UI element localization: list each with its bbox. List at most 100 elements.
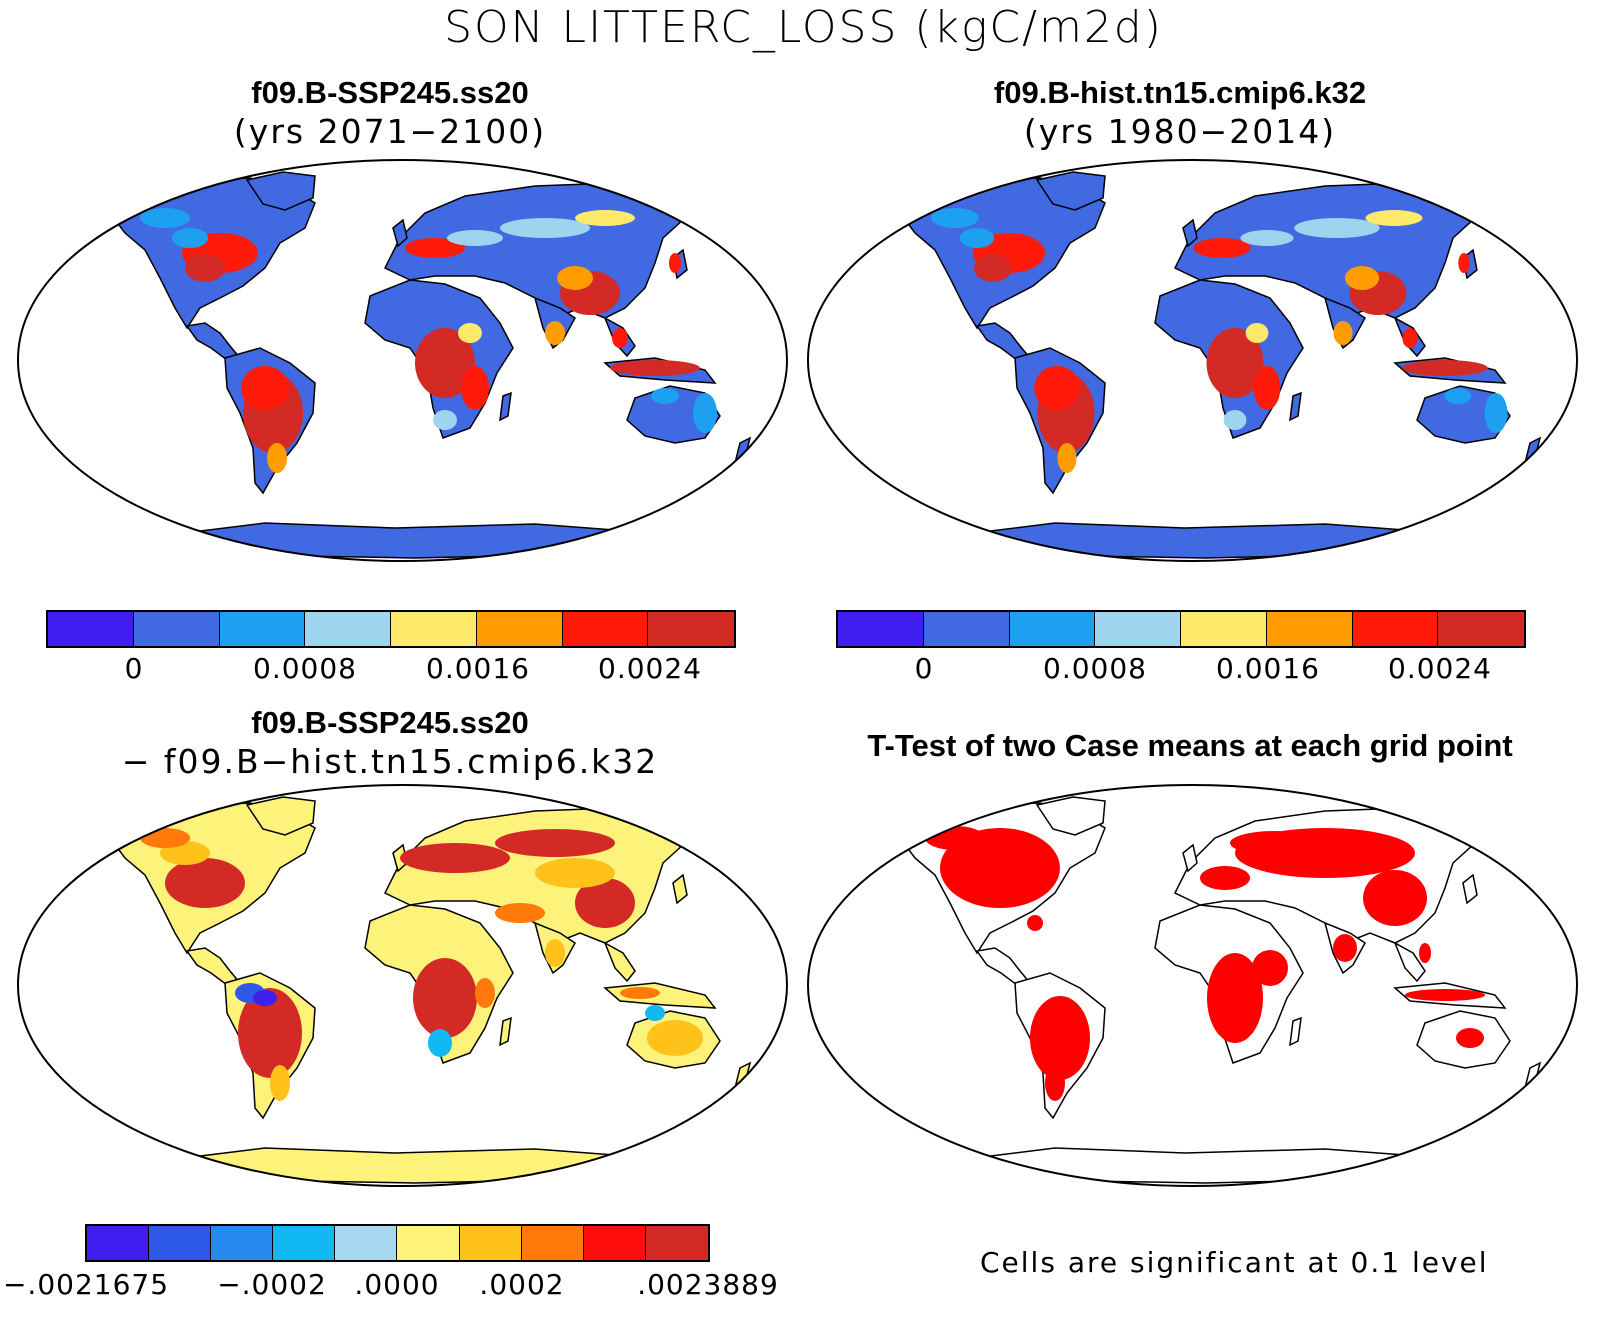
map-border [16,783,789,1188]
field-patch [447,230,503,246]
field-patch [1200,866,1250,890]
colorbar-difference-swatch [211,1226,274,1260]
colorbar-historical-label: 0 [914,652,934,685]
colorbar-future-swatch [648,612,734,646]
field-patch [1030,996,1090,1080]
colorbar-difference-label: .0002 [479,1268,565,1301]
colorbar-historical-label: 0.0016 [1216,652,1320,685]
colorbar-difference-swatch [459,1226,522,1260]
field-patch [1245,323,1269,343]
field-patch [612,328,628,348]
map-ttest [806,783,1579,1188]
land-uk [1182,218,1198,248]
field-patch [458,323,482,343]
colorbar-difference-swatch [645,1226,708,1260]
colorbar-historical-swatch [1438,612,1524,646]
field-patch [253,990,277,1006]
land-madagascar [1289,391,1302,422]
land-uk [392,218,408,248]
field-patch [1363,870,1427,926]
significance-note: Cells are significant at 0.1 level [980,1246,1489,1279]
colorbar-difference-label: .0023889 [637,1268,779,1301]
field-patch [1402,328,1418,348]
field-patch [415,328,475,398]
field-patch [1484,393,1508,433]
field-patch [1253,366,1281,410]
field-patch [185,254,225,282]
colorbar-historical-swatch [1009,612,1096,646]
field-patch [140,828,190,848]
colorbar-difference-label: .0000 [354,1268,440,1301]
panel-title-historical: f09.B-hist.tn15.cmip6.k32 [993,75,1367,110]
colorbar-historical-swatch [1266,612,1353,646]
colorbar-historical-swatch [923,612,1010,646]
colorbar-difference-swatch [521,1226,584,1260]
land-greenland [245,796,316,836]
field-patch [433,410,457,430]
colorbar-future-label: 0.0008 [253,652,357,685]
field-patch [165,858,245,908]
field-patch [557,266,593,290]
colorbar-historical-label: 0.0008 [1043,652,1147,685]
land-madagascar [499,1016,512,1047]
field-patch [405,238,465,258]
field-patch [1333,934,1357,962]
colorbar-future-swatch [305,612,391,646]
field-patch [545,939,565,967]
colorbar-historical-swatch [1181,612,1267,646]
field-patch [270,1065,290,1101]
field-patch [1034,366,1080,410]
field-patch [645,1005,665,1021]
field-patch [545,321,565,345]
field-patch [1223,410,1247,430]
colorbar-future-swatch [391,612,477,646]
field-patch [1252,950,1288,986]
colorbar-future-swatch [562,612,649,646]
field-patch [693,393,717,433]
field-patch [1402,360,1488,376]
panel-subtitle-historical: (yrs 1980−2014) [1023,112,1337,151]
field-patch [535,858,615,888]
land-seasia [1393,941,1426,983]
field-patch [669,253,681,273]
field-patch [1230,831,1320,855]
land-seasia [603,941,636,983]
panel-subtitle-difference: − f09.B−hist.tn15.cmip6.k32 [121,742,659,781]
colorbar-future-label: 0 [124,652,144,685]
field-patch [475,978,495,1008]
colorbar-historical-swatch [1352,612,1439,646]
field-patch [1456,1028,1484,1048]
panel-subtitle-future: (yrs 2071−2100) [233,112,547,151]
field-patch [1193,238,1251,258]
colorbar-difference-swatch [273,1226,336,1260]
colorbar-future [46,610,736,648]
land-japan [672,873,688,905]
field-patch [1344,266,1380,290]
land-greenland [245,171,316,211]
field-patch [1365,210,1423,226]
field-patch [1444,388,1472,404]
colorbar-difference-swatch [397,1226,460,1260]
land-japan [1462,873,1478,905]
field-patch [140,208,190,228]
colorbar-difference-label: −.0002 [217,1268,327,1301]
colorbar-future-label: 0.0024 [598,652,702,685]
colorbar-future-swatch [48,612,134,646]
land-greenland [1035,171,1106,211]
land-madagascar [499,391,512,422]
map-future [16,158,789,563]
field-patch [1419,943,1431,963]
field-patch [1333,321,1353,345]
panel-title-difference: f09.B-SSP245.ss20 [251,705,529,740]
colorbar-difference-swatch [87,1226,150,1260]
colorbar-difference [85,1224,710,1262]
colorbar-difference-label: −.0021675 [2,1268,170,1301]
field-patch [1027,915,1043,931]
map-border [16,158,789,563]
field-patch [1207,953,1263,1043]
colorbar-difference-swatch [149,1226,212,1260]
colorbar-future-swatch [219,612,306,646]
panel-title-ttest: T-Test of two Case means at each grid po… [867,728,1513,763]
map-border [806,783,1579,1188]
field-patch [651,388,679,404]
